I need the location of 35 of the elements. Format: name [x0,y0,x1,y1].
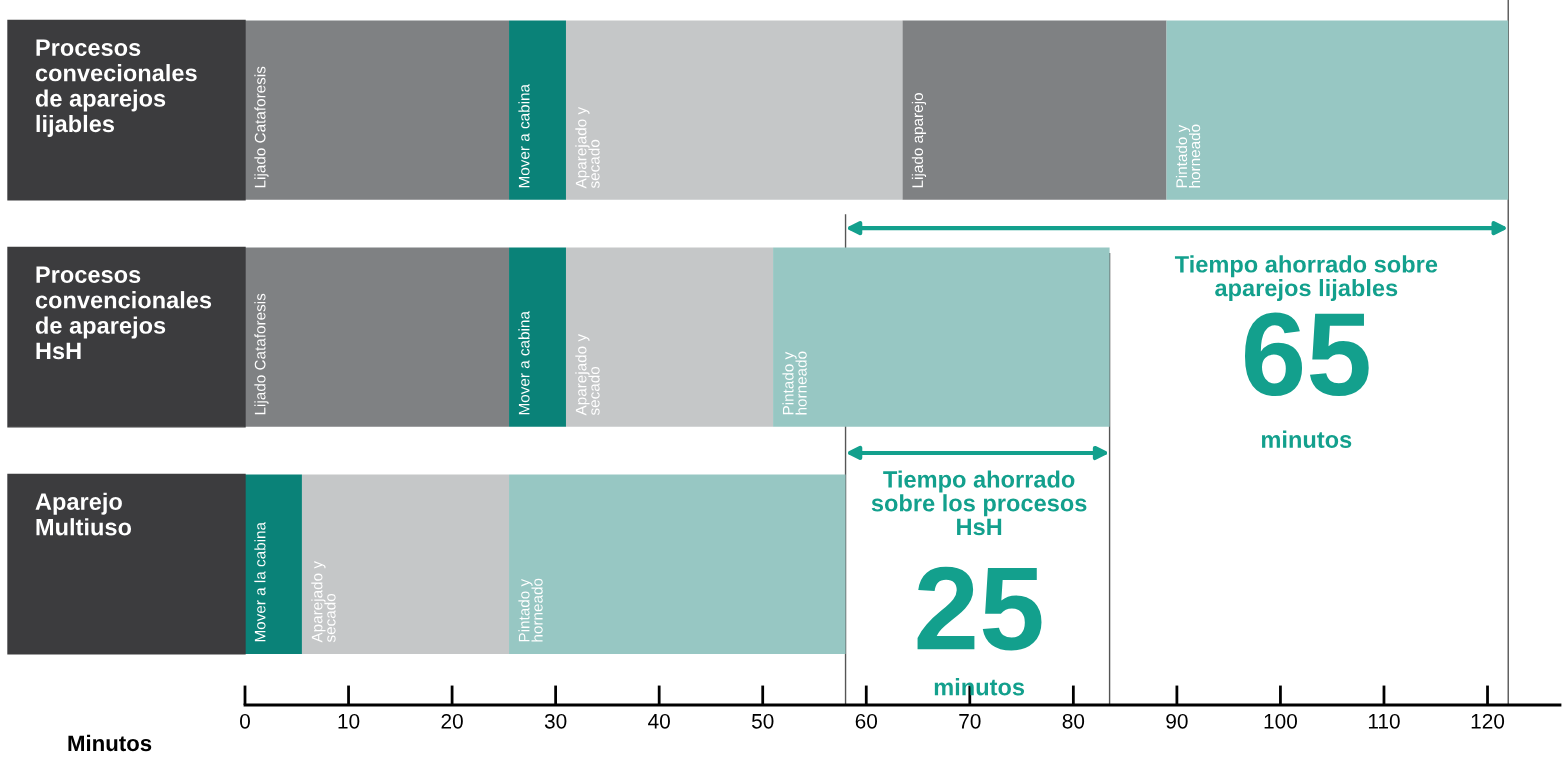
x-tick-label: 50 [751,713,774,729]
x-tick-label: 110 [1368,713,1400,729]
annotation: 25 [917,566,1042,651]
data-label: Mover a cabina [518,311,530,415]
data-label: Mover a la cabina [254,521,266,642]
x-tick-label: 100 [1264,713,1297,729]
y-tick-label: Procesos convecionales de aparejos lijables [35,39,197,137]
data-label: Mover a cabina [518,84,530,188]
x-tick-label: 120 [1471,713,1505,729]
x-axis-title: Minutos [68,734,152,752]
annotation: 65 [1244,312,1369,397]
data-label: Lijado Cataforesis [254,293,269,415]
x-tick-label: 10 [338,713,360,729]
data-label: Aparejado y secado [575,106,600,189]
data-label: Pintado y horneado [1175,124,1201,188]
data-label: Pintado y horneado [782,351,807,415]
annotation: Tiempo ahorrado sobre aparejos lijables [1174,255,1438,302]
x-tick-label: 20 [441,713,463,729]
data-label: Aparejado y secado [311,561,336,643]
data-label: Pintado y horneado [518,578,543,642]
y-tick-label: Aparejo Multiuso [35,492,132,536]
x-tick-label: 90 [1166,713,1188,729]
data-label: Lijado aparejo [911,93,927,188]
x-tick-label: 60 [855,713,878,729]
x-tick-label: 70 [959,713,981,729]
x-tick-label: 40 [648,713,670,729]
data-label: Lijado Cataforesis [254,66,269,188]
x-tick-label: 80 [1062,713,1085,729]
data-label: Aparejado y secado [575,334,600,416]
annotation: Tiempo ahorrado sobre los procesos HsH [871,470,1087,536]
x-tick-label: 0 [240,713,250,729]
annotation: minutos [934,678,1025,696]
annotation: minutos [1261,430,1352,448]
x-tick-label: 30 [544,713,567,729]
y-tick-label: Procesos convencionales de aparejos HsH [35,266,212,360]
